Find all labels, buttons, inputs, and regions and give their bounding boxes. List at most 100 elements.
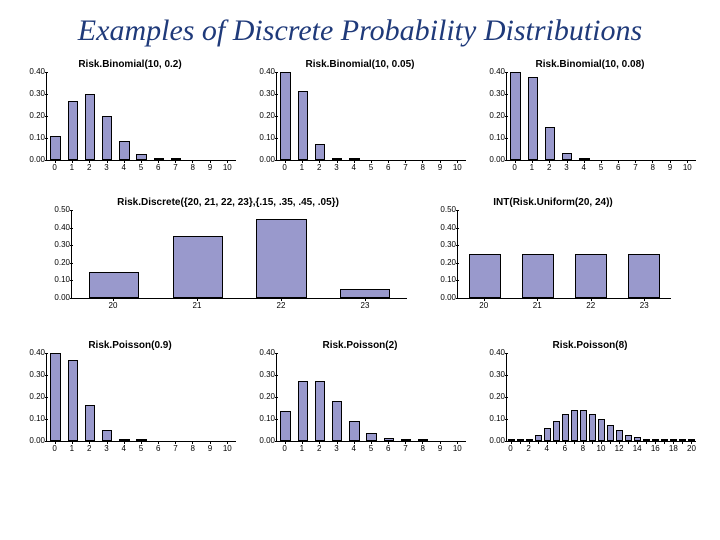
x-tick-label: 0 — [46, 444, 63, 453]
plot-area: 0.000.100.200.300.40 — [46, 72, 236, 161]
x-labels: 012345678910 — [276, 444, 466, 453]
x-tick-label: 4 — [575, 163, 592, 172]
bar — [332, 401, 342, 441]
bar-slot — [432, 353, 449, 441]
x-tick-label: 1 — [63, 444, 80, 453]
x-tick-label: 0 — [506, 163, 523, 172]
bar-slot — [561, 353, 570, 441]
bar-slot — [534, 353, 543, 441]
bar — [589, 414, 595, 441]
x-tick-label: 6 — [610, 163, 627, 172]
bar-slot — [99, 72, 116, 160]
x-labels: 20212223 — [71, 301, 407, 310]
bar-slot — [81, 72, 98, 160]
x-tick-label: 18 — [669, 444, 678, 453]
x-tick-label: 10 — [219, 163, 236, 172]
x-tick-label: 8 — [414, 444, 431, 453]
bar — [102, 430, 112, 441]
x-tick-label: 8 — [414, 163, 431, 172]
x-tick-label: 10 — [219, 444, 236, 453]
bar-slot — [524, 72, 541, 160]
x-tick-label: 2 — [524, 444, 533, 453]
bars-container — [507, 72, 696, 160]
bar-slot — [167, 353, 184, 441]
bar-slot — [576, 72, 593, 160]
x-tick-label: 23 — [323, 301, 407, 310]
x-tick-label: 7 — [397, 444, 414, 453]
bar-slot — [240, 210, 324, 298]
x-tick-marks — [277, 441, 466, 444]
bar-slot — [64, 72, 81, 160]
bar-slot — [660, 353, 669, 441]
x-tick-label: 8 — [644, 163, 661, 172]
x-tick-marks — [507, 441, 696, 444]
x-tick-label — [569, 444, 578, 453]
slide-title: Examples of Discrete Probability Distrib… — [20, 14, 700, 47]
chart-title: Risk.Poisson(8) — [480, 340, 700, 351]
y-tick-label: 0.50 — [430, 206, 456, 214]
slide: Examples of Discrete Probability Distrib… — [0, 0, 720, 540]
x-tick-label: 2 — [81, 444, 98, 453]
y-tick-label: 0.40 — [19, 349, 45, 357]
bar — [315, 144, 325, 161]
bar — [298, 91, 308, 160]
bar — [553, 421, 559, 441]
bar-slot — [116, 72, 133, 160]
x-tick-label: 3 — [328, 163, 345, 172]
x-tick-label: 4 — [115, 444, 132, 453]
bar — [349, 421, 359, 441]
bar — [85, 405, 95, 441]
charts-grid: Risk.Binomial(10, 0.2)0.000.100.200.300.… — [20, 59, 700, 470]
bar-slot — [363, 72, 380, 160]
plot-area: 0.000.100.200.300.40 — [506, 72, 696, 161]
plot-area: 0.000.100.200.300.40 — [46, 353, 236, 442]
bar — [562, 414, 568, 441]
x-tick-label: 12 — [615, 444, 624, 453]
x-tick-label: 5 — [362, 444, 379, 453]
x-tick-label: 4 — [542, 444, 551, 453]
bar-slot — [432, 72, 449, 160]
bar-slot — [202, 72, 219, 160]
bar-slot — [294, 353, 311, 441]
y-tick-label: 0.10 — [479, 134, 505, 142]
y-tick-label: 0.40 — [479, 349, 505, 357]
bar — [102, 116, 112, 160]
y-tick-label: 0.30 — [19, 371, 45, 379]
x-tick-label: 8 — [184, 163, 201, 172]
bar — [607, 425, 613, 441]
bar-slot — [150, 72, 167, 160]
x-tick-label: 9 — [201, 163, 218, 172]
x-tick-label: 0 — [276, 444, 293, 453]
bar-slot — [678, 353, 687, 441]
bar — [119, 141, 129, 160]
bar-slot — [552, 353, 561, 441]
x-tick-label: 21 — [155, 301, 239, 310]
x-tick-label: 10 — [679, 163, 696, 172]
x-tick-label: 7 — [397, 163, 414, 172]
bar — [340, 289, 390, 298]
bar-slot — [363, 353, 380, 441]
bar — [544, 428, 550, 441]
y-tick-label: 0.40 — [430, 224, 456, 232]
bar — [50, 136, 60, 160]
x-tick-label: 7 — [167, 444, 184, 453]
middle-row: Risk.Discrete({20, 21, 22, 23},{.15, .35… — [20, 197, 700, 332]
x-tick-label: 7 — [167, 163, 184, 172]
y-tick-label: 0.10 — [19, 415, 45, 423]
bar — [528, 77, 538, 160]
bar-slot — [588, 353, 597, 441]
bar — [628, 254, 660, 298]
bar-slot — [311, 353, 328, 441]
bar-slot — [329, 353, 346, 441]
y-tick-label: 0.20 — [479, 393, 505, 401]
bar-slot — [651, 353, 660, 441]
y-tick-label: 0.40 — [249, 349, 275, 357]
bar-slot — [507, 353, 516, 441]
x-tick-label: 3 — [98, 163, 115, 172]
y-tick-label: 0.10 — [249, 134, 275, 142]
x-tick-label: 6 — [150, 444, 167, 453]
x-tick-label: 10 — [596, 444, 605, 453]
bar-slot — [346, 72, 363, 160]
plot-area: 0.000.100.200.300.40 — [276, 353, 466, 442]
x-tick-label — [624, 444, 633, 453]
